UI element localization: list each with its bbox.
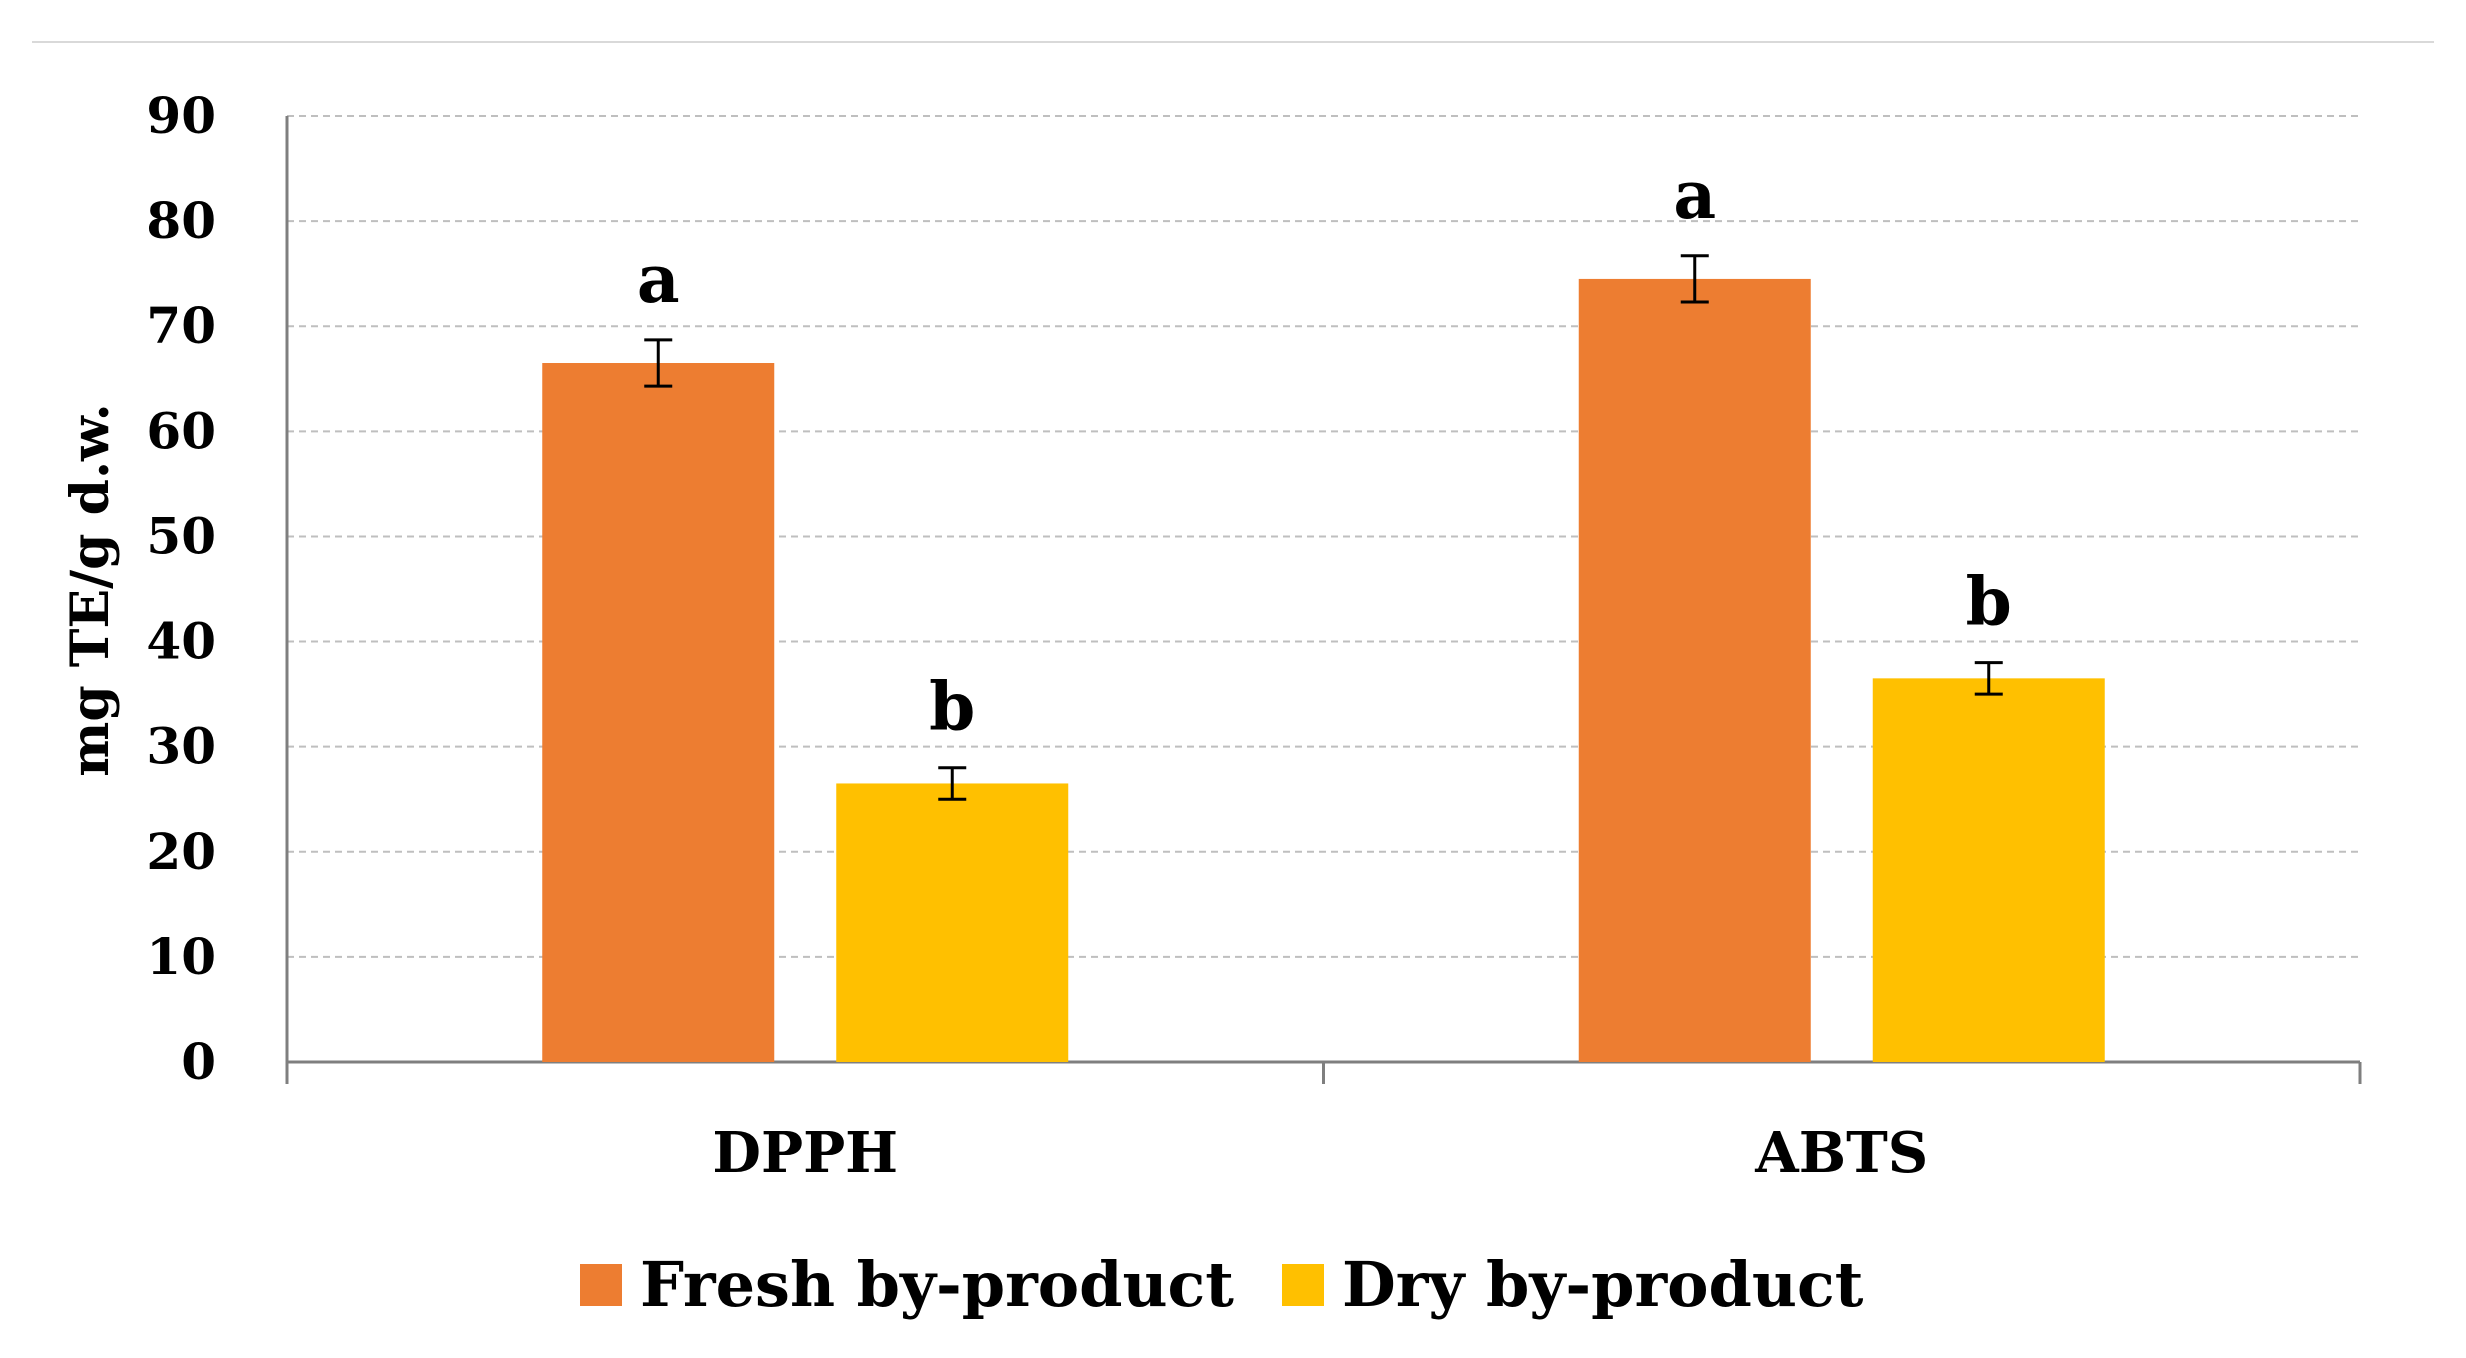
- y-tick-label: 30: [146, 717, 216, 776]
- significance-label: a: [637, 240, 680, 318]
- y-tick-label: 80: [146, 191, 216, 250]
- legend-swatch: [1282, 1264, 1324, 1306]
- y-tick-label: 90: [146, 86, 216, 145]
- legend-swatch: [580, 1264, 622, 1306]
- legend-label: Fresh by-product: [640, 1248, 1234, 1321]
- bar-fresh-by-product-dpph: [542, 363, 775, 1062]
- error-bars: [644, 254, 2003, 801]
- significance-label: b: [1966, 563, 2012, 641]
- y-tick-label: 20: [146, 822, 216, 881]
- bar-fresh-by-product-abts: [1578, 278, 1811, 1062]
- bar-dry-by-product-dpph: [836, 783, 1069, 1062]
- y-tick-label: 70: [146, 296, 216, 355]
- x-category-label: DPPH: [712, 1120, 898, 1186]
- significance-label: a: [1673, 156, 1716, 234]
- bars: [542, 278, 2105, 1062]
- y-axis-title: mg TE/g d.w.: [60, 403, 121, 776]
- legend-label: Dry by-product: [1342, 1248, 1864, 1321]
- y-tick-label: 0: [181, 1032, 216, 1091]
- y-tick-label: 10: [146, 927, 216, 986]
- gridlines: [287, 115, 2360, 958]
- bar-dry-by-product-abts: [1872, 678, 2105, 1062]
- x-category-label: ABTS: [1754, 1120, 1928, 1186]
- labels: 0 10 20 30 40 50 60 70 80 90 a b DPPH a b ABTS: [146, 86, 2011, 1186]
- y-tick-label: 40: [146, 612, 216, 671]
- y-tick-label: 50: [146, 506, 216, 565]
- significance-label: b: [929, 668, 975, 746]
- legend: Fresh by-product Dry by-product: [580, 1248, 1864, 1321]
- y-tick-label: 60: [146, 401, 216, 460]
